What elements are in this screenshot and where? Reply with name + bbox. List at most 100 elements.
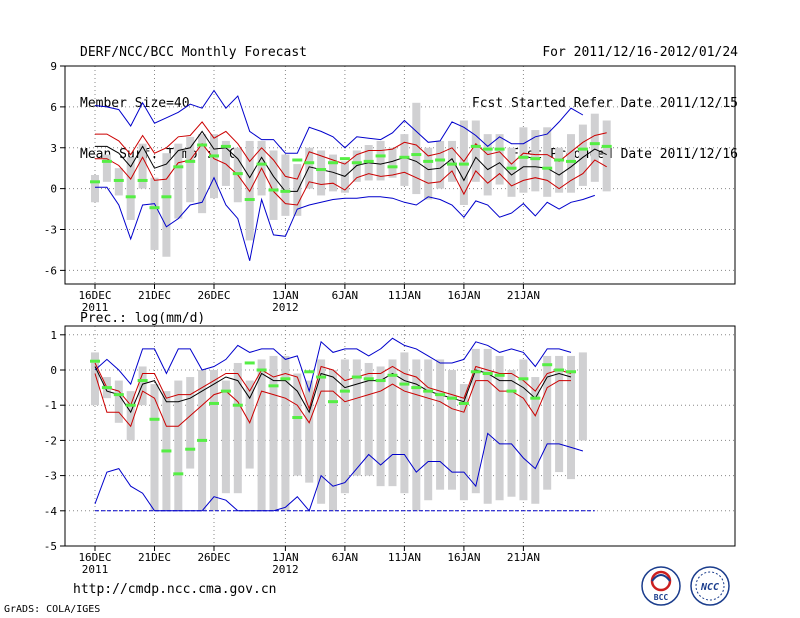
spread-box [281,154,290,216]
lower-quartile-line [95,142,607,206]
x-tick-label: 21JAN [507,551,540,564]
spread-box [531,377,540,504]
x-tick-label: 6JAN [332,551,359,564]
spread-box [471,120,480,182]
spread-box [602,120,611,192]
spread-box [459,384,468,501]
spread-box [555,355,564,473]
spread-box [317,150,326,196]
y-tick-label: -5 [44,540,57,553]
plot-frame [64,65,736,285]
spread-box [269,355,278,511]
spread-box [114,380,123,423]
spread-box [150,177,159,250]
y-tick-label: -2 [44,434,57,447]
outer-max-line [94,89,584,154]
spread-box [483,348,492,504]
spread-box [352,359,361,476]
x-tick-label: 21JAN [507,289,540,302]
spread-box [448,140,456,182]
spread-box [162,153,171,257]
spread-box [91,175,99,203]
spread-box [495,134,504,185]
y-tick-label: 0 [50,183,57,196]
spread-box [174,143,183,219]
spread-box [305,147,314,189]
spread-box [293,164,302,216]
y-tick-label: 0 [50,364,57,377]
source-url[interactable]: http://cmdp.ncc.cma.gov.cn [73,582,277,597]
spread-box [412,359,421,511]
ncc-logo-text: NCC [700,582,719,593]
spread-box [555,147,564,193]
ensemble-mean-line [94,366,572,414]
bcc-logo-text: BCC [654,593,669,602]
plot-frame [64,325,736,547]
spread-box [531,130,540,192]
spread-box [507,370,516,497]
x-tick-label: 6JAN [332,289,359,302]
x-tick-label: 16JAN [447,551,480,564]
spread-box [186,377,195,469]
x-tick-label: 21DEC [138,551,171,564]
spread-box [590,113,599,182]
x-tick-label: 1JAN [272,551,299,564]
spread-box [186,136,195,203]
outer-max-line [94,337,572,393]
y-tick-label: -3 [44,224,57,237]
y-tick-label: -3 [44,470,57,483]
spread-box [233,362,242,494]
spread-box [174,380,183,511]
x-tick-label: 16JAN [447,289,480,302]
spread-box [578,352,587,441]
spread-box [305,380,314,483]
x-tick-label: 11JAN [388,289,421,302]
x-tick-label: 1JAN [272,289,299,302]
spread-box [210,134,218,199]
y-tick-label: 1 [50,329,57,342]
year-label: 2011 [82,301,109,314]
spread-box [317,359,326,504]
y-tick-label: 3 [50,142,57,155]
spread-box [567,355,575,480]
x-tick-label: 16DEC [78,289,111,302]
grads-credit: GrADS: COLA/IGES [4,604,101,615]
spread-box [102,154,111,182]
forecast-started: Fcst Started Refer Date 2011/12/15 [471,96,738,111]
spread-box [519,127,528,193]
spread-box [388,147,397,178]
ensemble-mean-line [95,130,607,192]
spread-box [257,359,266,511]
y-tick-label: 6 [50,101,57,114]
year-label: 2011 [82,563,109,576]
spread-box [567,134,575,193]
spread-box [400,134,409,186]
spread-box [91,352,99,406]
spread-box [293,373,302,476]
precip-label: Prec.: log(mm/d) [80,311,206,326]
lower-quartile-line [94,373,571,428]
spread-box [483,134,492,196]
spread-box [400,352,409,494]
spread-box [436,140,445,189]
spread-box [448,370,456,490]
x-tick-label: 26DEC [197,289,230,302]
spread-box [198,134,207,214]
spread-box [578,124,587,186]
spread-box [329,154,337,192]
spread-box [471,348,480,494]
spread-box [424,147,433,200]
ncc-logo: NCC [690,566,730,606]
spread-box [126,391,135,441]
bcc-logo: BCC [641,566,681,606]
spread-box [376,366,385,487]
spread-box [245,380,254,469]
panel-precipitation: -5 -4 -3 -2 -1 0 1 16DEC 21DEC 26DEC 1JAN 6JAN 11JAN… [44,325,736,576]
y-tick-label: -1 [44,399,57,412]
upper-quartile-line [94,362,572,411]
spread-box [221,140,230,186]
chart-title: DERF/NCC/BCC Monthly Forecast [80,45,307,60]
upper-quartile-line [95,121,607,180]
logos: BCC NCC [641,566,730,606]
